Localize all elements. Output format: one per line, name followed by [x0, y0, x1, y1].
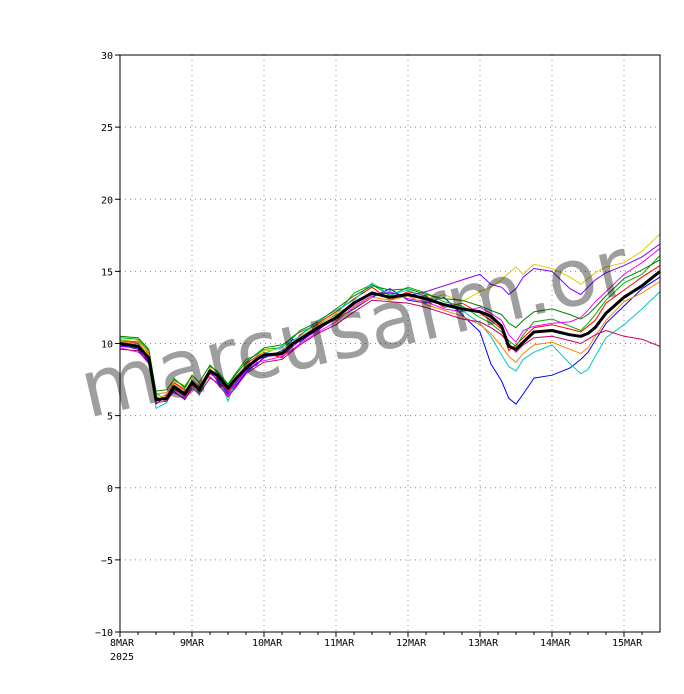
y-tick-label: 15: [101, 267, 113, 278]
x-tick-label: 8MAR: [110, 638, 135, 649]
y-tick-label: 5: [107, 412, 113, 423]
x-tick-label: 14MAR: [540, 638, 571, 649]
x-tick-label: 12MAR: [396, 638, 427, 649]
x-tick-label: 15MAR: [612, 638, 643, 649]
x-tick-label: 13MAR: [468, 638, 499, 649]
y-tick-label: 25: [101, 123, 113, 134]
y-tick-label: 0: [107, 484, 113, 495]
x-tick-label: 11MAR: [324, 638, 355, 649]
x-tick-label: 9MAR: [180, 638, 205, 649]
member-series-line: [119, 259, 661, 392]
y-tick-label: 20: [101, 195, 113, 206]
mean-series-line: [119, 270, 661, 402]
x-tick-label: 10MAR: [252, 638, 283, 649]
y-tick-label: −5: [101, 556, 113, 567]
y-tick-label: 30: [101, 51, 113, 62]
y-tick-label: 10: [101, 340, 113, 351]
grid-lines: [120, 55, 660, 632]
watermark: marcusarm.or: [71, 220, 638, 437]
x-axis: 8MAR 2025 9MAR 10MAR 11MAR 12MAR 13MAR 14MAR 15M…: [110, 632, 643, 663]
member-series-line: [119, 282, 661, 410]
y-axis: −10 −5 0 5 10 15 20 25 30: [95, 51, 120, 639]
x-tick-year: 2025: [110, 652, 134, 663]
mean-layer: [119, 270, 661, 402]
y-tick-label: −10: [95, 628, 113, 639]
member-series-line: [119, 299, 661, 404]
